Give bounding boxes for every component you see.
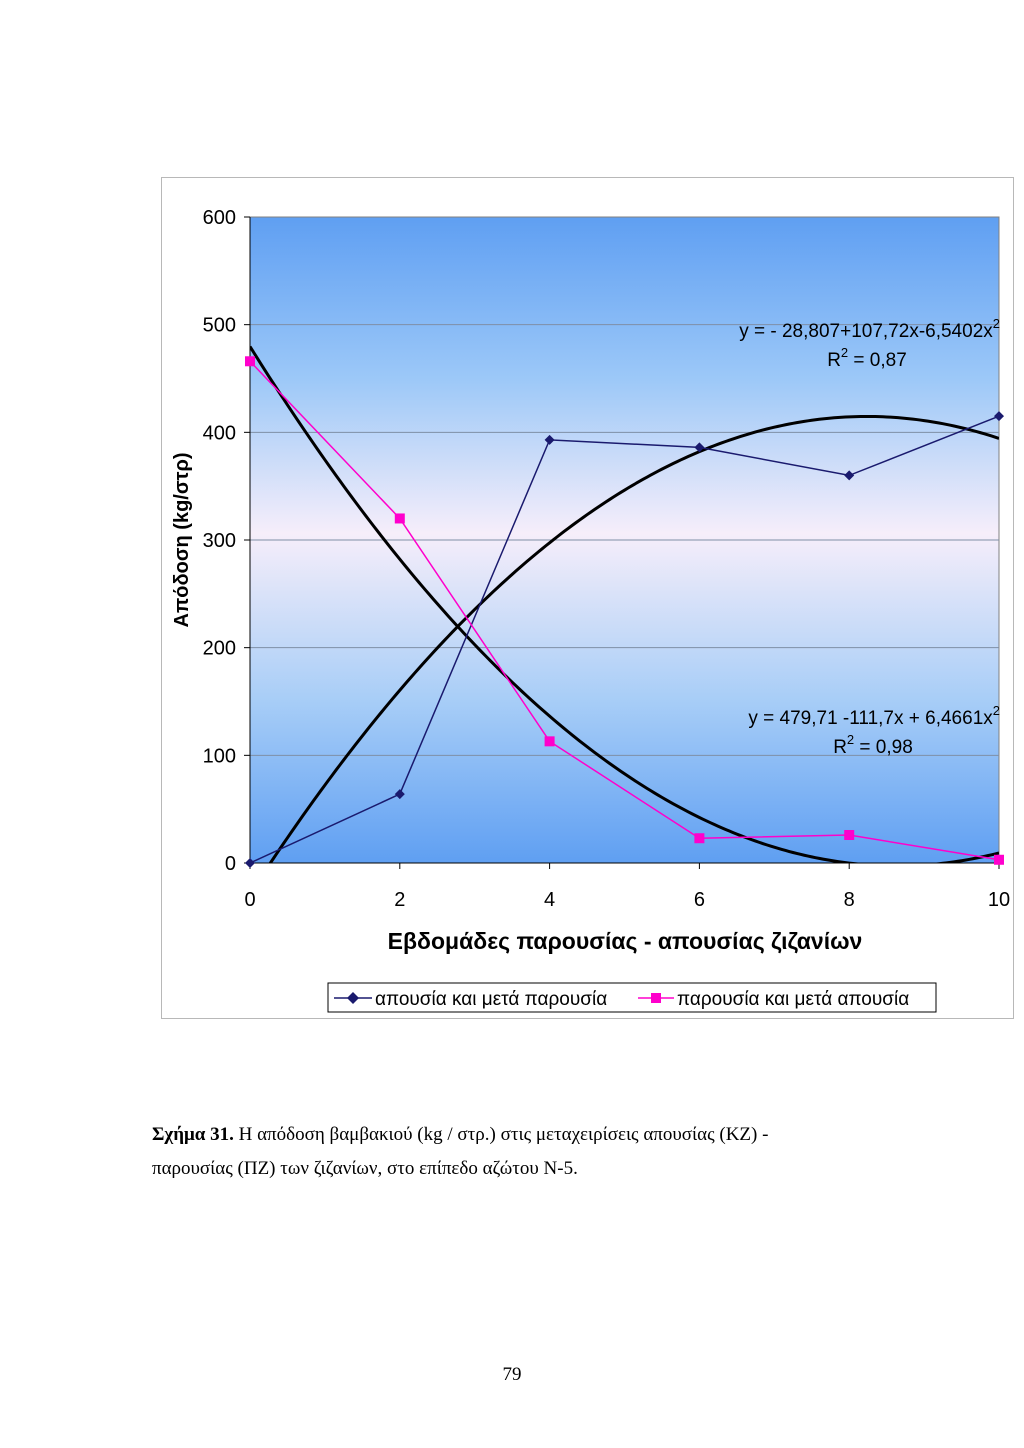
- series-2-point-5: [994, 854, 1004, 865]
- trendline-1: [268, 414, 999, 863]
- y-tick-label-200: 200: [203, 638, 236, 660]
- y-tick-label-400: 400: [203, 422, 236, 444]
- y-tick-label-100: 100: [203, 745, 236, 767]
- series-2-point-2: [544, 736, 555, 747]
- trend-eq-1-sup1: 2: [993, 316, 1000, 331]
- svg-text:y = - 28,807+107,72x-6,5402x2: y = - 28,807+107,72x-6,5402x2: [739, 316, 1000, 342]
- series-2-point-1: [394, 513, 405, 524]
- trend-eq-2-r-post: = 0,98: [854, 737, 913, 758]
- series-layer: [245, 356, 1004, 868]
- legend-label-2: παρουσία και μετά απουσία: [677, 989, 909, 1010]
- y-tick-label-500: 500: [203, 315, 236, 337]
- x-axis-title: Εβδομάδες παρουσίας - απουσίας ζιζανίων: [388, 928, 863, 954]
- trend-eq-2-line1: y = 479,71 -111,7x + 6,4661x: [748, 708, 993, 729]
- series-1-point-4: [844, 470, 855, 481]
- trend-eq-2-r-pre: R: [833, 737, 847, 758]
- x-tick-label-2: 2: [394, 889, 405, 911]
- page-number: 79: [502, 1364, 522, 1385]
- series-line-2: [249, 360, 1000, 861]
- legend: απουσία και μετά παρουσία παρουσία και μ…: [327, 982, 937, 1013]
- trend-layer: [250, 345, 999, 863]
- y-tick-label-600: 600: [203, 207, 236, 229]
- trend-eq-2-r-sup: 2: [847, 732, 854, 747]
- caption-figure-label: Σχήμα 31.: [152, 1124, 234, 1145]
- trend-eq-1-r-post: = 0,87: [848, 350, 907, 371]
- series-line-1: [249, 415, 1000, 864]
- y-tick-label-300: 300: [203, 530, 236, 552]
- x-tick-label-10: 10: [988, 889, 1010, 911]
- trend-eq-1-r-pre: R: [827, 350, 841, 371]
- series-2-point-0: [245, 356, 255, 367]
- caption-text-1: Η απόδοση βαμβακιού (kg / στρ.) στις μετ…: [233, 1124, 769, 1145]
- x-tick-label-6: 6: [694, 889, 705, 911]
- y-axis-title: Απόδοση (kg/στρ): [171, 453, 193, 628]
- x-tick-label-8: 8: [844, 889, 855, 911]
- trend-eq-1: y = - 28,807+107,72x-6,5402x2 R2 = 0,87: [739, 316, 1000, 371]
- trendline-2: [250, 345, 999, 863]
- chart-frame: 0 100 200 300 400 500 600 0 2 4 6 8 10 Εβδομάδες παρ…: [161, 177, 1014, 1019]
- y-tick-label-0: 0: [225, 853, 236, 875]
- label-layer: 0 100 200 300 400 500 600 0 2 4 6 8 10: [203, 207, 1011, 911]
- figure-caption: Σχήμα 31. Η απόδοση βαμβακιού (kg / στρ.…: [152, 1118, 852, 1186]
- chart-svg: 0 100 200 300 400 500 600 0 2 4 6 8 10 Εβδομάδες παρ…: [171, 207, 1011, 1013]
- legend-label-1: απουσία και μετά παρουσία: [375, 989, 607, 1010]
- axes-layer: [244, 216, 1000, 869]
- series-2-point-3: [694, 833, 705, 844]
- legend-box: [327, 982, 937, 1013]
- caption-line-1: Σχήμα 31. Η απόδοση βαμβακιού (kg / στρ.…: [152, 1118, 852, 1152]
- series-1-point-1: [394, 789, 405, 800]
- trend-eq-1-r-sup: 2: [841, 345, 848, 360]
- trend-eq-1-line1: y = - 28,807+107,72x-6,5402x: [739, 321, 993, 342]
- legend-marker-2: [651, 993, 661, 1003]
- series-1-point-3: [694, 442, 705, 453]
- x-tick-label-0: 0: [244, 889, 255, 911]
- trend-eq-2: y = 479,71 -111,7x + 6,4661x2 R2 = 0,98: [748, 703, 1000, 758]
- series-1-point-2: [544, 434, 555, 445]
- series-1-point-0: [245, 858, 255, 868]
- legend-marker-1: [347, 992, 359, 1004]
- svg-text:y = 479,71 -111,7x + 6,4661x2: y = 479,71 -111,7x + 6,4661x2: [748, 703, 1000, 729]
- grid-layer: [250, 324, 999, 756]
- x-tick-label-4: 4: [544, 889, 555, 911]
- series-1-point-5: [994, 411, 1004, 422]
- trend-eq-2-sup1: 2: [993, 703, 1000, 718]
- svg-text:R2 = 0,98: R2 = 0,98: [833, 732, 913, 758]
- caption-line-2: παρουσίας (ΠΖ) των ζιζανίων, στο επίπεδο…: [152, 1158, 578, 1179]
- series-2-point-4: [844, 830, 855, 841]
- svg-text:R2 = 0,87: R2 = 0,87: [827, 345, 907, 371]
